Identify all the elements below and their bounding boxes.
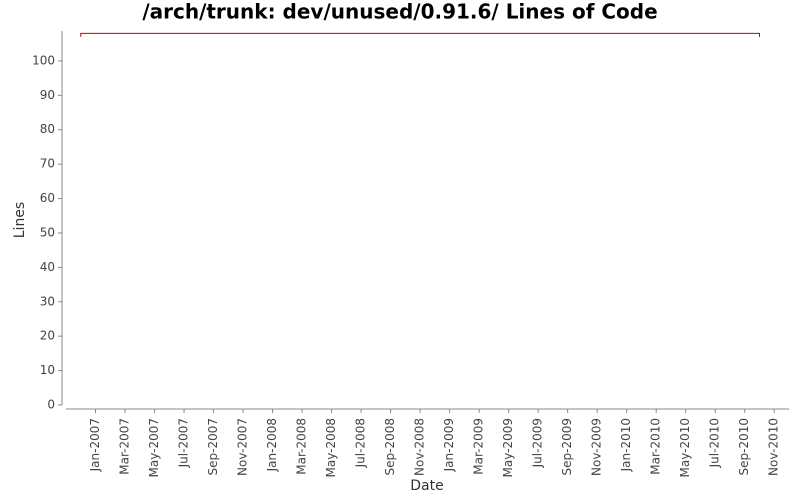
chart-title: /arch/trunk: dev/unused/0.91.6/ Lines of… bbox=[142, 0, 657, 24]
x-tick-label: Sep-2008 bbox=[383, 418, 397, 476]
x-tick-label: May-2008 bbox=[324, 418, 338, 477]
x-tick-label: May-2010 bbox=[678, 418, 692, 477]
y-tick-label: 100 bbox=[32, 53, 55, 67]
y-tick-label: 80 bbox=[40, 122, 55, 136]
x-tick-label: Mar-2007 bbox=[118, 418, 132, 475]
y-tick-label: 20 bbox=[40, 329, 55, 343]
y-tick-label: 10 bbox=[40, 363, 55, 377]
x-tick-label: Mar-2009 bbox=[472, 418, 486, 475]
y-tick-label: 60 bbox=[40, 191, 55, 205]
y-tick-label: 0 bbox=[47, 398, 55, 412]
x-tick-label: Jan-2009 bbox=[442, 418, 456, 472]
x-tick-label: Jan-2010 bbox=[619, 418, 633, 472]
x-tick-label: Sep-2010 bbox=[737, 418, 751, 476]
x-tick-label: Jan-2007 bbox=[88, 418, 102, 472]
x-tick-label: Jul-2010 bbox=[708, 418, 722, 468]
x-tick-label: Nov-2008 bbox=[413, 418, 427, 476]
x-tick-label: Sep-2007 bbox=[206, 418, 220, 476]
y-tick-label: 40 bbox=[40, 260, 55, 274]
x-tick-label: Nov-2009 bbox=[590, 418, 604, 476]
x-tick-label: Jul-2007 bbox=[177, 418, 191, 468]
x-tick-label: Mar-2010 bbox=[649, 418, 663, 475]
series-line bbox=[80, 32, 760, 37]
y-tick-label: 30 bbox=[40, 294, 55, 308]
y-tick-label: 70 bbox=[40, 157, 55, 171]
x-tick-label: Jul-2008 bbox=[354, 418, 368, 468]
x-tick-label: Nov-2010 bbox=[767, 418, 781, 476]
y-tick-label: 50 bbox=[40, 225, 55, 239]
x-axis-title: Date bbox=[410, 478, 443, 494]
x-tick-label: Jul-2009 bbox=[531, 418, 545, 468]
x-tick-label: Nov-2007 bbox=[236, 418, 250, 476]
y-tick-label: 90 bbox=[40, 88, 55, 102]
x-tick-label: Sep-2009 bbox=[560, 418, 574, 476]
x-tick-label: Jan-2008 bbox=[265, 418, 279, 472]
x-tick-label: Mar-2008 bbox=[295, 418, 309, 475]
x-tick-label: May-2009 bbox=[501, 418, 515, 477]
x-tick-label: May-2007 bbox=[147, 418, 161, 477]
y-axis-title: Lines bbox=[12, 202, 28, 238]
